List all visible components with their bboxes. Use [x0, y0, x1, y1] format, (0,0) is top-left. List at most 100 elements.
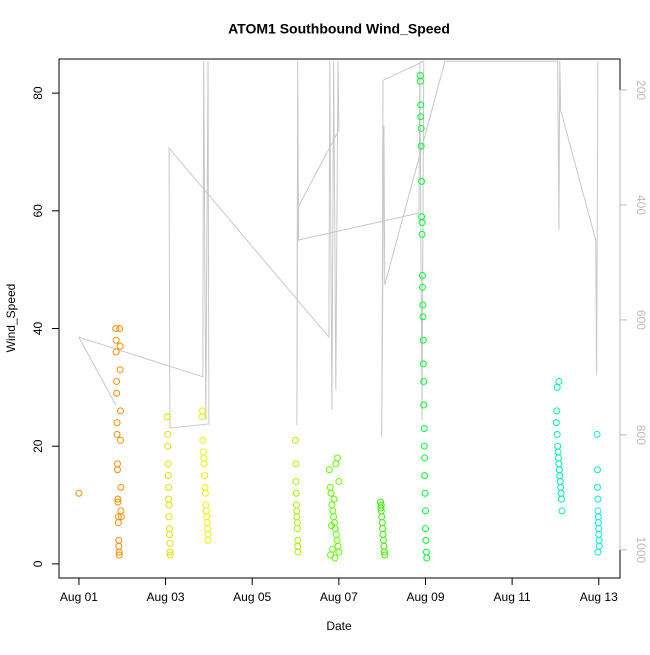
point	[553, 407, 561, 415]
point	[335, 548, 343, 556]
point	[381, 551, 389, 559]
point	[113, 466, 121, 474]
point	[420, 377, 428, 385]
y2-tick-label: 1000	[634, 536, 648, 563]
plot-area	[75, 60, 603, 562]
point	[292, 477, 300, 485]
point	[164, 460, 172, 468]
point	[327, 489, 335, 497]
point	[421, 472, 429, 480]
point	[377, 501, 385, 509]
point	[165, 513, 173, 521]
y-tick-label: 0	[31, 560, 45, 567]
x-tick-label: Aug 13	[580, 590, 618, 604]
point	[422, 536, 430, 544]
point	[114, 519, 122, 527]
y-tick-label: 40	[31, 322, 45, 336]
x-tick-label: Aug 09	[406, 590, 444, 604]
point	[593, 430, 601, 438]
point	[112, 325, 120, 333]
point	[421, 507, 429, 515]
point	[417, 124, 425, 132]
point	[293, 525, 301, 533]
point	[418, 177, 426, 185]
x-tick-label: Aug 03	[147, 590, 185, 604]
point	[334, 454, 342, 462]
point	[555, 377, 563, 385]
point	[116, 366, 124, 374]
point	[292, 489, 300, 497]
point	[198, 407, 206, 415]
point	[116, 325, 124, 333]
point	[327, 522, 335, 530]
point	[417, 101, 425, 109]
y-axis-label: Wind_Speed	[4, 284, 18, 353]
point	[421, 489, 429, 497]
point	[115, 551, 123, 559]
point	[328, 545, 336, 553]
point	[114, 498, 122, 506]
point	[417, 142, 425, 150]
x-axis-label: Date	[326, 619, 352, 633]
point	[416, 77, 424, 85]
point	[418, 283, 426, 291]
point	[166, 539, 174, 547]
point	[200, 460, 208, 468]
x-tick-label: Aug 05	[233, 590, 271, 604]
point	[75, 489, 83, 497]
point	[419, 301, 427, 309]
x-tick-label: Aug 11	[494, 590, 531, 604]
point	[117, 407, 125, 415]
point	[164, 442, 172, 450]
point	[418, 272, 426, 280]
point	[117, 513, 125, 521]
point	[164, 430, 172, 438]
y-tick-label: 60	[31, 204, 45, 218]
point	[419, 313, 427, 321]
point	[292, 436, 300, 444]
x-tick-label: Aug 01	[60, 590, 98, 604]
point	[165, 501, 173, 509]
point	[117, 436, 125, 444]
point	[163, 413, 171, 421]
point	[419, 360, 427, 368]
point	[330, 495, 338, 503]
y2-tick-label: 800	[634, 425, 648, 445]
point	[112, 348, 120, 356]
point	[166, 548, 174, 556]
point	[553, 430, 561, 438]
point	[594, 495, 602, 503]
point	[420, 442, 428, 450]
point	[335, 477, 343, 485]
point	[204, 536, 212, 544]
x-tick-label: Aug 07	[320, 590, 358, 604]
y-tick-label: 20	[31, 439, 45, 453]
point	[164, 472, 172, 480]
point	[552, 419, 560, 427]
point	[325, 466, 333, 474]
point	[421, 525, 429, 533]
point	[420, 425, 428, 433]
y2-tick-label: 600	[634, 310, 648, 330]
point	[594, 548, 602, 556]
point	[112, 336, 120, 344]
point	[593, 483, 601, 491]
point	[114, 495, 122, 503]
point	[201, 472, 209, 480]
point	[294, 548, 302, 556]
point	[199, 436, 207, 444]
point	[377, 504, 385, 512]
y2-tick-label: 400	[634, 195, 648, 215]
y2-tick-label: 200	[634, 80, 648, 100]
point	[165, 530, 173, 538]
point	[201, 489, 209, 497]
point	[419, 336, 427, 344]
point	[292, 460, 300, 468]
point	[116, 342, 124, 350]
point	[417, 113, 425, 121]
point	[593, 466, 601, 474]
point	[113, 430, 121, 438]
point	[113, 389, 121, 397]
